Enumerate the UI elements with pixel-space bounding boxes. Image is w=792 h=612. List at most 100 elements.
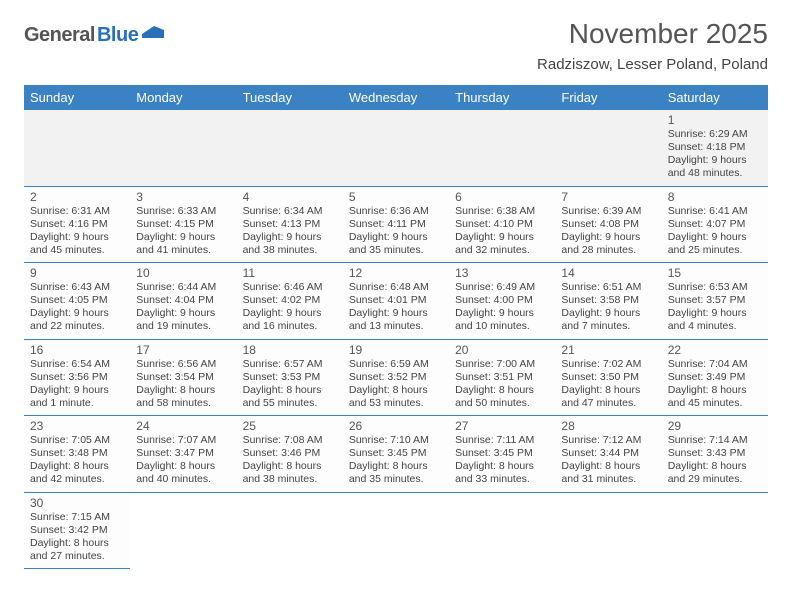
day-cell: 3Sunrise: 6:33 AMSunset: 4:15 PMDaylight… <box>130 186 236 263</box>
day-number: 15 <box>668 266 762 280</box>
empty-cell <box>662 492 768 569</box>
title-block: November 2025 Radziszow, Lesser Poland, … <box>537 18 768 73</box>
day-cell: 11Sunrise: 6:46 AMSunset: 4:02 PMDayligh… <box>237 263 343 340</box>
day-info: Sunrise: 7:12 AMSunset: 3:44 PMDaylight:… <box>561 434 655 487</box>
week-row: 30Sunrise: 7:15 AMSunset: 3:42 PMDayligh… <box>24 492 768 569</box>
empty-cell <box>237 492 343 569</box>
day-number: 4 <box>243 190 337 204</box>
day-number: 11 <box>243 266 337 280</box>
empty-cell <box>555 110 661 186</box>
dayname-0: Sunday <box>24 85 130 110</box>
day-info: Sunrise: 7:08 AMSunset: 3:46 PMDaylight:… <box>243 434 337 487</box>
dayname-2: Tuesday <box>237 85 343 110</box>
day-cell: 9Sunrise: 6:43 AMSunset: 4:05 PMDaylight… <box>24 263 130 340</box>
day-number: 2 <box>30 190 124 204</box>
day-cell: 21Sunrise: 7:02 AMSunset: 3:50 PMDayligh… <box>555 339 661 416</box>
day-cell: 7Sunrise: 6:39 AMSunset: 4:08 PMDaylight… <box>555 186 661 263</box>
dayname-5: Friday <box>555 85 661 110</box>
calendar-body: 1Sunrise: 6:29 AMSunset: 4:18 PMDaylight… <box>24 110 768 569</box>
logo: GeneralBlue <box>24 24 164 47</box>
day-cell: 27Sunrise: 7:11 AMSunset: 3:45 PMDayligh… <box>449 416 555 493</box>
location: Radziszow, Lesser Poland, Poland <box>537 56 768 73</box>
day-cell: 14Sunrise: 6:51 AMSunset: 3:58 PMDayligh… <box>555 263 661 340</box>
week-row: 16Sunrise: 6:54 AMSunset: 3:56 PMDayligh… <box>24 339 768 416</box>
day-cell: 17Sunrise: 6:56 AMSunset: 3:54 PMDayligh… <box>130 339 236 416</box>
day-number: 13 <box>455 266 549 280</box>
day-number: 1 <box>668 113 762 127</box>
day-info: Sunrise: 6:56 AMSunset: 3:54 PMDaylight:… <box>136 358 230 411</box>
day-info: Sunrise: 6:33 AMSunset: 4:15 PMDaylight:… <box>136 205 230 258</box>
day-cell: 28Sunrise: 7:12 AMSunset: 3:44 PMDayligh… <box>555 416 661 493</box>
dayname-6: Saturday <box>662 85 768 110</box>
day-number: 24 <box>136 419 230 433</box>
day-info: Sunrise: 6:39 AMSunset: 4:08 PMDaylight:… <box>561 205 655 258</box>
day-cell: 24Sunrise: 7:07 AMSunset: 3:47 PMDayligh… <box>130 416 236 493</box>
day-info: Sunrise: 6:57 AMSunset: 3:53 PMDaylight:… <box>243 358 337 411</box>
day-number: 17 <box>136 343 230 357</box>
day-cell: 22Sunrise: 7:04 AMSunset: 3:49 PMDayligh… <box>662 339 768 416</box>
day-cell: 19Sunrise: 6:59 AMSunset: 3:52 PMDayligh… <box>343 339 449 416</box>
day-number: 22 <box>668 343 762 357</box>
logo-text-1: General <box>24 24 95 47</box>
day-info: Sunrise: 7:10 AMSunset: 3:45 PMDaylight:… <box>349 434 443 487</box>
day-number: 29 <box>668 419 762 433</box>
day-info: Sunrise: 6:54 AMSunset: 3:56 PMDaylight:… <box>30 358 124 411</box>
day-info: Sunrise: 6:53 AMSunset: 3:57 PMDaylight:… <box>668 281 762 334</box>
day-number: 6 <box>455 190 549 204</box>
week-row: 9Sunrise: 6:43 AMSunset: 4:05 PMDaylight… <box>24 263 768 340</box>
dayname-1: Monday <box>130 85 236 110</box>
day-cell: 26Sunrise: 7:10 AMSunset: 3:45 PMDayligh… <box>343 416 449 493</box>
empty-cell <box>343 492 449 569</box>
calendar-table: SundayMondayTuesdayWednesdayThursdayFrid… <box>24 85 768 569</box>
week-row: 2Sunrise: 6:31 AMSunset: 4:16 PMDaylight… <box>24 186 768 263</box>
day-number: 7 <box>561 190 655 204</box>
day-cell: 5Sunrise: 6:36 AMSunset: 4:11 PMDaylight… <box>343 186 449 263</box>
empty-cell <box>555 492 661 569</box>
day-info: Sunrise: 6:49 AMSunset: 4:00 PMDaylight:… <box>455 281 549 334</box>
day-info: Sunrise: 7:14 AMSunset: 3:43 PMDaylight:… <box>668 434 762 487</box>
day-number: 27 <box>455 419 549 433</box>
dayname-3: Wednesday <box>343 85 449 110</box>
day-info: Sunrise: 6:34 AMSunset: 4:13 PMDaylight:… <box>243 205 337 258</box>
day-cell: 23Sunrise: 7:05 AMSunset: 3:48 PMDayligh… <box>24 416 130 493</box>
empty-cell <box>130 492 236 569</box>
day-cell: 13Sunrise: 6:49 AMSunset: 4:00 PMDayligh… <box>449 263 555 340</box>
day-number: 23 <box>30 419 124 433</box>
day-info: Sunrise: 7:15 AMSunset: 3:42 PMDaylight:… <box>30 511 124 564</box>
day-number: 14 <box>561 266 655 280</box>
day-info: Sunrise: 7:07 AMSunset: 3:47 PMDaylight:… <box>136 434 230 487</box>
day-info: Sunrise: 6:38 AMSunset: 4:10 PMDaylight:… <box>455 205 549 258</box>
day-info: Sunrise: 6:41 AMSunset: 4:07 PMDaylight:… <box>668 205 762 258</box>
day-info: Sunrise: 7:00 AMSunset: 3:51 PMDaylight:… <box>455 358 549 411</box>
week-row: 23Sunrise: 7:05 AMSunset: 3:48 PMDayligh… <box>24 416 768 493</box>
day-number: 26 <box>349 419 443 433</box>
empty-cell <box>449 492 555 569</box>
day-number: 8 <box>668 190 762 204</box>
day-cell: 16Sunrise: 6:54 AMSunset: 3:56 PMDayligh… <box>24 339 130 416</box>
day-cell: 15Sunrise: 6:53 AMSunset: 3:57 PMDayligh… <box>662 263 768 340</box>
day-number: 25 <box>243 419 337 433</box>
day-cell: 8Sunrise: 6:41 AMSunset: 4:07 PMDaylight… <box>662 186 768 263</box>
day-number: 9 <box>30 266 124 280</box>
day-number: 3 <box>136 190 230 204</box>
day-info: Sunrise: 6:44 AMSunset: 4:04 PMDaylight:… <box>136 281 230 334</box>
day-number: 19 <box>349 343 443 357</box>
day-info: Sunrise: 7:05 AMSunset: 3:48 PMDaylight:… <box>30 434 124 487</box>
flag-icon <box>142 24 164 47</box>
day-cell: 18Sunrise: 6:57 AMSunset: 3:53 PMDayligh… <box>237 339 343 416</box>
day-cell: 30Sunrise: 7:15 AMSunset: 3:42 PMDayligh… <box>24 492 130 569</box>
day-number: 16 <box>30 343 124 357</box>
empty-cell <box>24 110 130 186</box>
day-info: Sunrise: 6:29 AMSunset: 4:18 PMDaylight:… <box>668 128 762 181</box>
day-number: 30 <box>30 496 124 510</box>
day-cell: 20Sunrise: 7:00 AMSunset: 3:51 PMDayligh… <box>449 339 555 416</box>
day-cell: 25Sunrise: 7:08 AMSunset: 3:46 PMDayligh… <box>237 416 343 493</box>
day-info: Sunrise: 6:51 AMSunset: 3:58 PMDaylight:… <box>561 281 655 334</box>
day-info: Sunrise: 6:46 AMSunset: 4:02 PMDaylight:… <box>243 281 337 334</box>
day-info: Sunrise: 6:48 AMSunset: 4:01 PMDaylight:… <box>349 281 443 334</box>
day-info: Sunrise: 6:36 AMSunset: 4:11 PMDaylight:… <box>349 205 443 258</box>
day-cell: 10Sunrise: 6:44 AMSunset: 4:04 PMDayligh… <box>130 263 236 340</box>
day-cell: 6Sunrise: 6:38 AMSunset: 4:10 PMDaylight… <box>449 186 555 263</box>
day-info: Sunrise: 6:31 AMSunset: 4:16 PMDaylight:… <box>30 205 124 258</box>
day-info: Sunrise: 6:59 AMSunset: 3:52 PMDaylight:… <box>349 358 443 411</box>
